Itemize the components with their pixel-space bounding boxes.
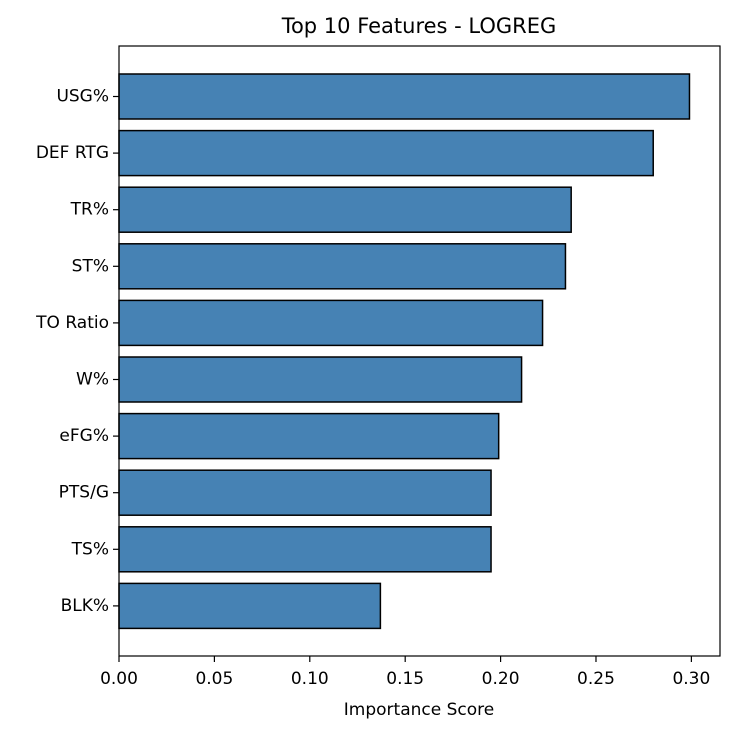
plot-frame xyxy=(118,45,721,657)
y-tick-label: PTS/G xyxy=(59,483,109,503)
y-tick-label: eFG% xyxy=(59,426,109,446)
x-tick-label: 0.15 xyxy=(386,669,424,689)
y-tick-label: ST% xyxy=(72,256,109,276)
bar-efg xyxy=(118,412,500,460)
x-axis-ticks: 0.00 0.05 0.10 0.15 0.20 0.25 0.30 xyxy=(100,656,710,689)
x-tick-label: 0.10 xyxy=(291,669,329,689)
bar-blk xyxy=(118,582,382,630)
bars-layer xyxy=(118,73,691,630)
bar-def-rtg xyxy=(118,129,654,177)
x-tick-label: 0.20 xyxy=(482,669,520,689)
bar-w xyxy=(118,356,523,403)
x-tick-label: 0.25 xyxy=(577,669,615,689)
y-tick-label: BLK% xyxy=(61,596,109,616)
y-axis-ticks: USG% DEF RTG TR% ST% TO Ratio W% eFG% PTS/G TS% B… xyxy=(35,87,119,616)
y-tick-label: TR% xyxy=(70,200,109,220)
chart-title: Top 10 Features - LOGREG xyxy=(281,14,557,38)
x-tick-label: 0.00 xyxy=(100,669,138,689)
y-tick-label: TO Ratio xyxy=(35,313,109,333)
y-tick-label: USG% xyxy=(56,87,109,107)
y-tick-label: W% xyxy=(76,370,109,390)
bar-tr xyxy=(118,186,572,233)
y-tick-label: TS% xyxy=(71,539,109,559)
x-tick-label: 0.30 xyxy=(672,669,710,689)
x-axis-label: Importance Score xyxy=(344,700,494,720)
bar-pts-g xyxy=(118,469,492,516)
x-tick-label: 0.05 xyxy=(195,669,233,689)
bar-to-ratio xyxy=(118,299,544,347)
y-tick-label: DEF RTG xyxy=(36,143,109,163)
bar-st xyxy=(118,243,567,290)
bar-ts xyxy=(118,526,492,573)
bar-usg xyxy=(118,73,691,120)
